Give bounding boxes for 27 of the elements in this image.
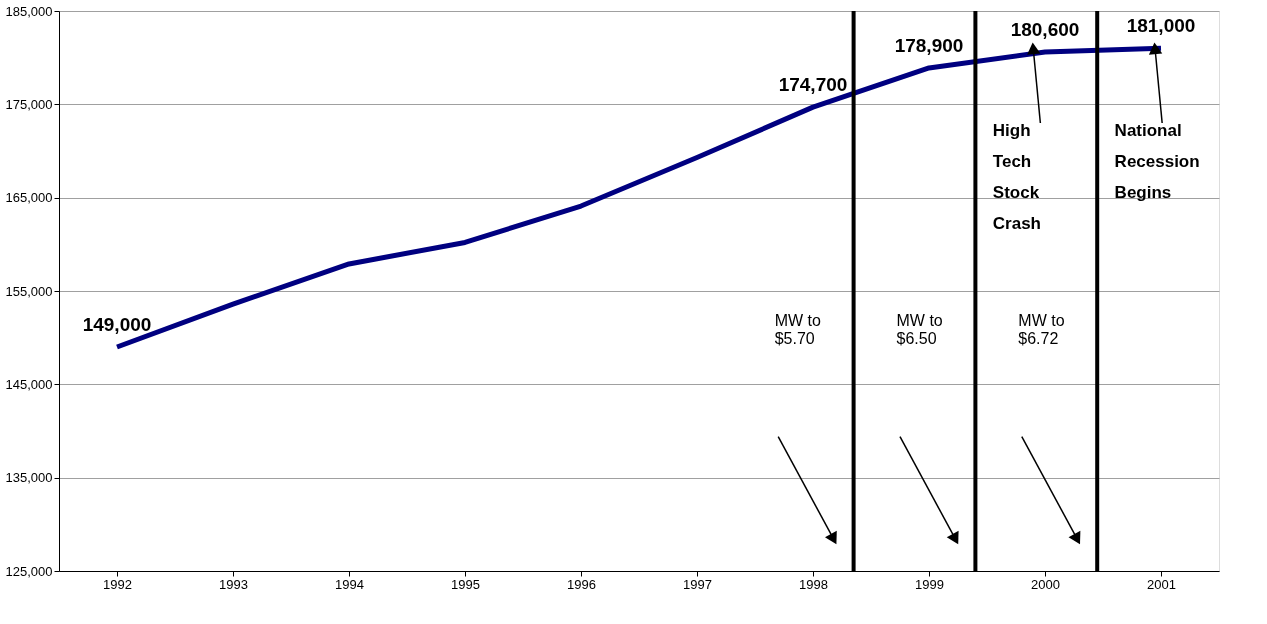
data-label: 180,600 <box>1010 19 1080 41</box>
x-tick-label: 2000 <box>1031 576 1060 592</box>
ref-line-label: MW to $6.72 <box>1018 312 1065 348</box>
data-label: 178,900 <box>894 34 964 56</box>
x-tick-label: 1993 <box>219 576 248 592</box>
data-label: 181,000 <box>1126 15 1196 37</box>
x-tick-label: 1999 <box>915 576 944 592</box>
x-tick-label: 1997 <box>683 576 712 592</box>
y-tick-label: 135,000 <box>5 470 53 486</box>
x-tick-label: 1996 <box>567 576 596 592</box>
annotation: High Tech Stock Crash <box>992 121 1041 233</box>
x-tick-label: 2001 <box>1147 576 1176 592</box>
y-tick-label: 165,000 <box>5 190 53 206</box>
x-tick-label: 1994 <box>335 576 364 592</box>
data-label: 149,000 <box>82 314 152 335</box>
y-tick-label: 125,000 <box>5 563 53 579</box>
x-tick-label: 1992 <box>103 576 132 592</box>
y-tick-label: 185,000 <box>5 3 53 19</box>
y-tick-label: 145,000 <box>5 376 53 392</box>
x-tick-label: 1998 <box>799 576 828 592</box>
y-tick-label: 175,000 <box>5 96 53 112</box>
data-label: 174,700 <box>778 74 848 96</box>
x-tick-label: 1995 <box>451 576 480 592</box>
y-tick-label: 155,000 <box>5 283 53 299</box>
annotation: National Recession Begins <box>1114 121 1200 202</box>
ref-line-label: MW to $6.50 <box>896 312 943 348</box>
ref-line-label: MW to $5.70 <box>774 312 822 348</box>
